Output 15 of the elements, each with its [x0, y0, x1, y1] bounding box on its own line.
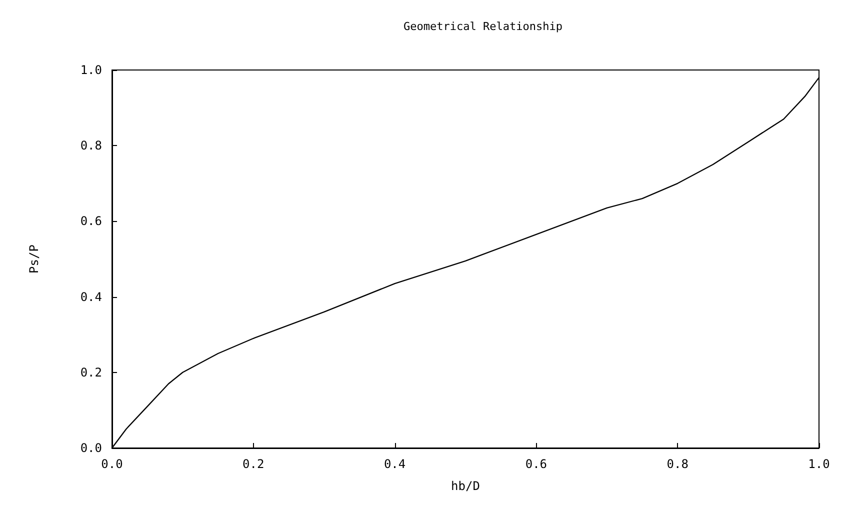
x-tick-label: 0.6: [525, 457, 548, 471]
x-tick-label: 0.4: [384, 457, 406, 471]
x-tick-label: 1.0: [808, 457, 830, 471]
x-tick-label: 0.2: [242, 457, 264, 471]
y-tick-label: 1.0: [80, 63, 102, 77]
chart-title: Geometrical Relationship: [404, 20, 562, 33]
y-axis-title: Ps/P: [27, 244, 41, 274]
y-tick-label: 0.8: [80, 138, 102, 153]
x-tick-label: 0.0: [101, 457, 123, 471]
x-tick-label: 0.8: [666, 457, 688, 471]
y-tick-label: 0.2: [80, 365, 102, 380]
y-tick-label: 0.4: [80, 290, 102, 304]
y-tick-label: 0.6: [80, 214, 102, 228]
y-tick-label: 0.0: [80, 441, 102, 455]
x-axis-title: hb/D: [451, 479, 480, 493]
